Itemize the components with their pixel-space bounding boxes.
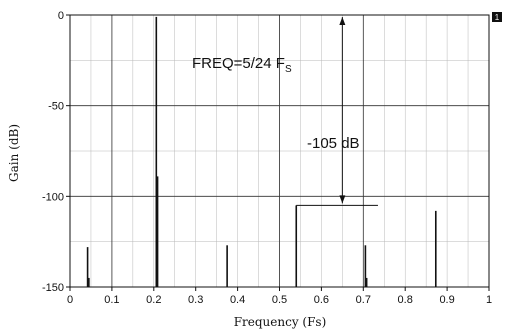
x-tick-label: 0 xyxy=(67,294,73,306)
freq-annotation-main: FREQ=5/24 F xyxy=(192,55,285,72)
span-arrowhead-up xyxy=(339,17,346,25)
y-tick-label: -100 xyxy=(42,191,64,203)
spectral-lines xyxy=(86,16,437,287)
y-ticks: 0 -50 -100 -150 xyxy=(42,10,70,294)
x-tick-label: 0.3 xyxy=(188,294,203,306)
y-axis-title: Gain (dB) xyxy=(7,124,21,182)
x-tick-label: 1 xyxy=(486,294,492,306)
corner-badge-label: 1 xyxy=(495,13,500,22)
x-tick-label: 0.7 xyxy=(356,294,371,306)
x-tick-label: 0.8 xyxy=(398,294,413,306)
freq-annotation: FREQ=5/24 FS xyxy=(192,55,292,75)
x-tick-label: 0.6 xyxy=(314,294,329,306)
y-tick-label: -50 xyxy=(48,101,64,113)
span-label: -105 dB xyxy=(307,135,360,152)
y-tick-label: 0 xyxy=(58,10,64,22)
x-tick-label: 0.1 xyxy=(104,294,119,306)
corner-badge xyxy=(492,12,502,22)
x-tick-label: 0.2 xyxy=(146,294,161,306)
span-arrowhead-down xyxy=(339,195,346,204)
annotations xyxy=(277,14,378,206)
x-tick-label: 0.5 xyxy=(272,294,287,306)
y-tick-label: -150 xyxy=(42,282,64,294)
x-axis-title: Frequency (Fs) xyxy=(234,315,327,329)
x-tick-label: 0.9 xyxy=(439,294,454,306)
x-tick-label: 0.4 xyxy=(230,294,245,306)
x-ticks: 0 0.1 0.2 0.3 0.4 0.5 0.6 0.7 0.8 0.9 1 xyxy=(67,287,492,306)
freq-annotation-sub: S xyxy=(285,64,292,75)
